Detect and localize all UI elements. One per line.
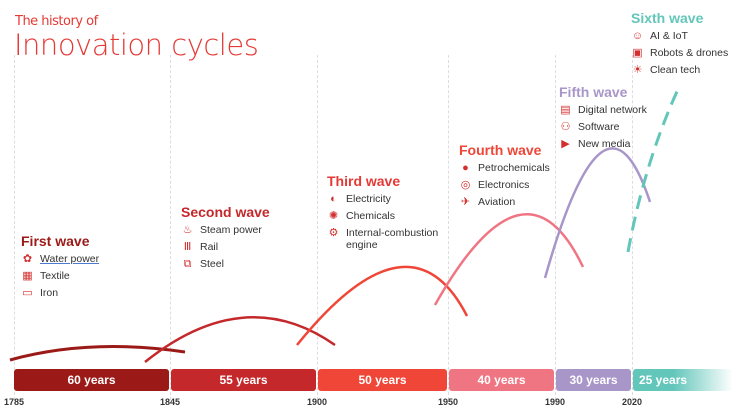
wave-title: Fourth wave (459, 142, 542, 158)
wave-item: ⚙ Internal-combustion engine (327, 227, 441, 251)
iron-icon: ▭ (22, 287, 33, 299)
wave-item-label: Digital network (578, 104, 647, 116)
wave-3: Third wave ◐ Electricity ✺ Chemicals ⚙ Interna… (327, 173, 441, 251)
subtitle: The history of (15, 14, 98, 29)
wave-item-label: Electricity (346, 193, 391, 205)
wave-item: ⚇ Software (559, 121, 647, 134)
wave-item-label: New media (578, 138, 631, 150)
water-wheel-icon: ✿ (22, 253, 33, 265)
wave-2: Second wave ♨ Steam power Ⅲ Rail ⧉ Steel (181, 204, 270, 271)
duration-bar-3: 50 years (318, 369, 447, 391)
fourth-wave-curve (433, 213, 585, 306)
wave-item: ☺ AI & IoT (631, 30, 728, 43)
steam-engine-icon: ♨ (182, 224, 193, 236)
wave-title: Second wave (181, 204, 270, 220)
wave-item: ▶ New media (559, 138, 647, 151)
wave-item: ✺ Chemicals (327, 210, 441, 223)
wave-6: Sixth wave ☺ AI & IoT ▣ Robots & drones ☀ Clea… (631, 10, 728, 77)
wave-item-label: Software (578, 121, 620, 133)
wave-item-label: Rail (200, 241, 219, 253)
wave-title: Third wave (327, 173, 401, 189)
duration-label: 50 years (358, 373, 407, 387)
wave-item-label: AI & IoT (650, 30, 688, 42)
first-wave-curve (9, 345, 186, 362)
wave-item-label: Textile (40, 270, 70, 282)
duration-label: 30 years (569, 373, 618, 387)
duration-bar-1: 60 years (14, 369, 169, 391)
year-label: 1950 (437, 397, 459, 407)
wave-item: ⧉ Steel (181, 258, 270, 271)
atom-icon: ✺ (328, 210, 339, 222)
duration-bar-2: 55 years (171, 369, 316, 391)
wave-item: ♨ Steam power (181, 224, 270, 237)
circuit-icon: ◎ (460, 179, 471, 191)
wave-item: ✈ Aviation (459, 196, 550, 209)
year-label: 2020 (621, 397, 643, 407)
divider (448, 55, 449, 400)
wave-item-label: Clean tech (650, 64, 701, 76)
ai-head-icon: ☺ (631, 30, 644, 42)
textile-icon: ▦ (22, 270, 33, 282)
wave-item-label: Robots & drones (650, 47, 729, 59)
lightbulb-icon: ◐ (330, 193, 337, 205)
gear-icon: ⚙ (328, 227, 339, 239)
second-wave-curve (144, 316, 336, 363)
software-icon: ⚇ (560, 121, 571, 133)
solar-panel-icon: ☀ (632, 64, 643, 76)
oil-drop-icon: ● (462, 162, 469, 174)
duration-bar-5: 30 years (556, 369, 631, 391)
wave-item: Ⅲ Rail (181, 241, 270, 254)
duration-label: 55 years (219, 373, 268, 387)
wave-item: ✿ Water power (21, 253, 99, 266)
wave-item-label: Steam power (200, 224, 262, 236)
duration-bar-6: 25 years (633, 369, 733, 391)
wave-item: ● Petrochemicals (459, 162, 550, 175)
year-label: 1990 (544, 397, 566, 407)
fifth-wave-curve (543, 147, 652, 279)
duration-label: 40 years (477, 373, 526, 387)
wave-item: ◐ Electricity (327, 193, 441, 206)
wave-item: ▤ Digital network (559, 104, 647, 117)
divider (14, 55, 15, 400)
wave-item-label: Petrochemicals (478, 162, 550, 174)
wave-item: ◎ Electronics (459, 179, 550, 192)
wave-item: ▦ Textile (21, 270, 99, 283)
wave-item-label: Steel (200, 258, 224, 270)
wave-title: Sixth wave (631, 10, 704, 26)
wave-item: ▣ Robots & drones (631, 47, 728, 60)
network-icon: ▤ (560, 104, 571, 116)
steel-icon: ⧉ (183, 258, 192, 270)
divider (317, 55, 318, 400)
divider (170, 55, 171, 400)
airplane-icon: ✈ (460, 196, 471, 208)
play-icon: ▶ (561, 138, 570, 150)
wave-item-label: Aviation (478, 196, 516, 208)
duration-label: 25 years (639, 373, 688, 387)
rail-icon: Ⅲ (183, 241, 192, 253)
sixth-wave-curve (626, 84, 682, 253)
duration-bar-4: 40 years (449, 369, 554, 391)
page-title: Innovation cycles (14, 28, 259, 62)
third-wave-curve (296, 265, 469, 346)
wave-item-label: Chemicals (346, 210, 396, 222)
wave-title: First wave (21, 233, 90, 249)
wave-item-label: Water power (40, 253, 100, 265)
wave-item: ☀ Clean tech (631, 64, 728, 77)
wave-item-label: Internal-combustion engine (346, 227, 439, 251)
wave-item: ▭ Iron (21, 287, 99, 300)
year-label: 1845 (159, 397, 181, 407)
wave-5: Fifth wave ▤ Digital network ⚇ Software ▶ New … (559, 84, 647, 151)
robot-icon: ▣ (632, 47, 643, 59)
wave-title: Fifth wave (559, 84, 628, 100)
year-label: 1900 (306, 397, 328, 407)
duration-label: 60 years (67, 373, 116, 387)
wave-item-label: Iron (40, 287, 59, 299)
year-label: 1785 (3, 397, 25, 407)
wave-1: First wave ✿ Water power ▦ Textile ▭ Iron (21, 233, 99, 300)
wave-item-label: Electronics (478, 179, 530, 191)
wave-4: Fourth wave ● Petrochemicals ◎ Electronics ✈ A… (459, 142, 550, 209)
